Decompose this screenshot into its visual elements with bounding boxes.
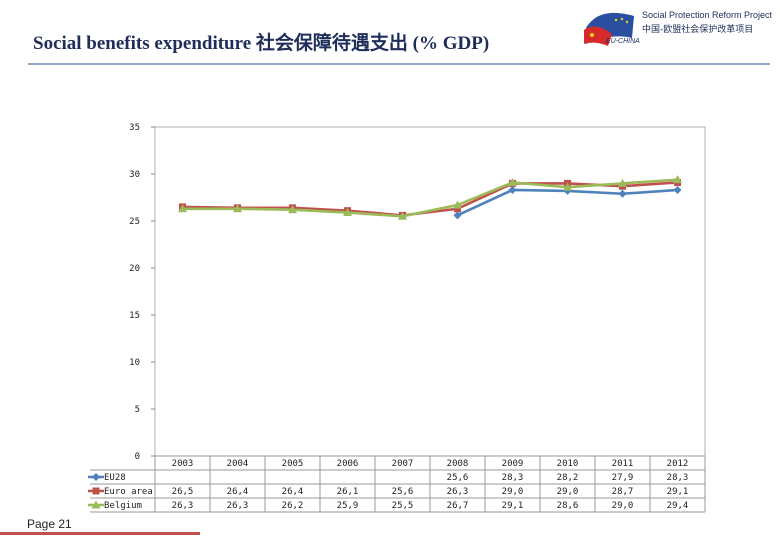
data-value-label: 25,6: [392, 487, 414, 497]
data-point: [508, 185, 517, 194]
logo-name-en: Social Protection Reform Project: [642, 10, 773, 20]
data-point: [92, 473, 100, 481]
data-value-label: 26,1: [337, 487, 359, 497]
x-category-label: 2003: [172, 459, 194, 469]
x-category-label: 2010: [557, 459, 579, 469]
data-value-label: 28,2: [557, 473, 579, 483]
data-value-label: 29,1: [667, 487, 689, 497]
data-value-label: 27,9: [612, 473, 634, 483]
data-point: [453, 200, 462, 209]
y-tick-label: 20: [129, 264, 140, 274]
data-value-label: 26,7: [447, 501, 469, 511]
data-value-label: 25,6: [447, 473, 469, 483]
x-category-label: 2012: [667, 459, 689, 469]
logo-name-cn: 中国-欧盟社会保护改革项目: [642, 25, 754, 35]
data-point: [563, 182, 572, 191]
project-logo: Social Protection Reform Project 中国-欧盟社会…: [582, 8, 772, 52]
data-value-label: 28,3: [667, 473, 689, 483]
data-value-label: 25,9: [337, 501, 359, 511]
data-value-label: 28,7: [612, 487, 634, 497]
y-tick-label: 5: [135, 405, 140, 415]
footer-accent-bar: [0, 532, 200, 535]
data-value-label: 26,3: [227, 501, 249, 511]
x-category-label: 2005: [282, 459, 304, 469]
slide-title: Social benefits expenditure 社会保障待遇支出 (% …: [33, 33, 490, 54]
y-tick-label: 15: [129, 311, 140, 321]
data-value-label: 29,4: [667, 501, 689, 511]
data-value-label: 26,4: [227, 487, 249, 497]
legend-label: Belgium: [104, 501, 142, 511]
data-value-label: 26,4: [282, 487, 304, 497]
x-category-label: 2009: [502, 459, 524, 469]
x-category-label: 2004: [227, 459, 249, 469]
data-value-label: 25,5: [392, 501, 414, 511]
data-value-label: 28,6: [557, 501, 579, 511]
x-category-label: 2007: [392, 459, 414, 469]
x-category-label: 2006: [337, 459, 359, 469]
plot-area: [154, 126, 706, 457]
data-value-label: 28,3: [502, 473, 524, 483]
data-point: [233, 204, 242, 213]
data-point: [454, 205, 461, 213]
data-point: [673, 185, 682, 194]
data-value-label: 26,3: [172, 501, 194, 511]
data-point: [178, 204, 187, 213]
data-value-label: 26,5: [172, 487, 194, 497]
data-point: [618, 189, 627, 198]
y-tick-label: 30: [129, 170, 140, 180]
data-value-label: 29,0: [612, 501, 634, 511]
eu-china-flag-icon: [584, 12, 634, 46]
y-tick-label: 10: [129, 358, 140, 368]
y-tick-label: 35: [129, 123, 140, 133]
header-divider: [28, 63, 770, 65]
data-value-label: 26,3: [447, 487, 469, 497]
data-value-label: 26,2: [282, 501, 304, 511]
data-point: [453, 211, 462, 220]
x-category-label: 2008: [447, 459, 469, 469]
data-value-label: 29,0: [502, 487, 524, 497]
data-point: [398, 211, 407, 220]
series-line: [182, 178, 678, 218]
y-tick-label: 25: [129, 217, 140, 227]
data-point: [91, 500, 101, 509]
y-tick-label: 0: [135, 452, 140, 462]
data-point: [618, 178, 627, 187]
page-number: Page 21: [27, 517, 72, 531]
x-category-label: 2011: [612, 459, 634, 469]
legend-label: Euro area: [104, 487, 153, 497]
data-value-label: 29,1: [502, 501, 524, 511]
data-value-label: 29,0: [557, 487, 579, 497]
data-point: [343, 208, 352, 217]
data-point: [673, 175, 682, 184]
logo-tag: EU-CHINA: [606, 38, 640, 45]
data-point: [92, 487, 100, 495]
legend-label: EU28: [104, 473, 126, 483]
data-point: [508, 177, 517, 186]
data-point: [288, 205, 297, 214]
